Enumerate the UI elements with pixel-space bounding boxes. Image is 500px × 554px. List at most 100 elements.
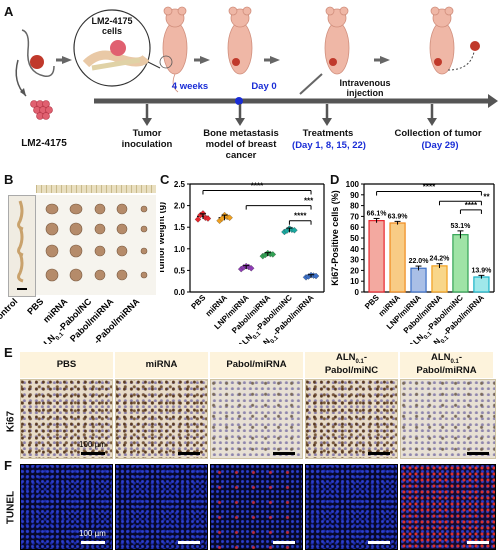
y-tick-label: 2.5 [174, 180, 186, 189]
tunel-tile-pabol-mirna [210, 464, 303, 550]
data-label: 22.0% [409, 258, 430, 265]
bar [452, 234, 469, 293]
ki67-tile-pabol-mirna [210, 379, 303, 459]
sig-label: **** [423, 183, 436, 192]
y-tick-label: 2.0 [174, 202, 186, 211]
step-treatment-days: (Day 1, 8, 15, 22) [292, 140, 366, 151]
mouse-3 [324, 6, 350, 75]
y-tick-label: 1.0 [174, 245, 186, 254]
data-point [247, 265, 255, 272]
bar [368, 220, 385, 293]
group-header: Pabol/miRNA [210, 352, 303, 378]
day0-marker [235, 97, 243, 105]
y-tick-label: 0.5 [174, 266, 186, 275]
data-label: 13.9% [471, 267, 492, 274]
tunel-tile-mirna [115, 464, 208, 550]
tunel-tile-aln-minc [305, 464, 398, 550]
data-label: 53.1% [451, 223, 472, 230]
y-axis-label: Tumor weight (g) [160, 202, 166, 274]
ki67-scale-label: 100 µm [79, 440, 106, 449]
mouse-2 [227, 6, 253, 75]
data-point [204, 215, 212, 222]
group-header: ALN0.1- Pabol/miNC [305, 352, 398, 378]
panel-b-group-labels: Control PBSmiRNAALN0.1-Pabol/NCPabol/miRN… [0, 298, 142, 344]
sig-label: **** [251, 181, 264, 190]
tunel-tile-pbs: 100 µm [20, 464, 113, 550]
tunel-scale-label: 100 µm [79, 529, 106, 538]
y-tick-label: 10 [350, 277, 359, 286]
group-header: PBS [20, 352, 113, 378]
step-bone-metastasis: Bone metastasis model of breast cancer [203, 128, 279, 161]
step-collection: Collection of tumor [394, 128, 482, 139]
panel-label-d: D [330, 172, 340, 187]
data-label: 66.1% [367, 210, 388, 217]
y-tick-label: 40 [350, 245, 359, 254]
category-label: PBS [363, 293, 381, 311]
panel-label-f: F [4, 458, 12, 473]
data-label: 24.2% [430, 256, 451, 263]
panel-label-e: E [4, 345, 13, 360]
sig-label: *** [304, 197, 314, 206]
ruler [36, 185, 156, 193]
cell-line-label: LM2-4175 [21, 138, 67, 149]
y-tick-label: 100 [346, 180, 360, 189]
ki67-tile-aln-minc [305, 379, 398, 459]
tunel-tile-aln-mirna [400, 464, 496, 550]
data-point [291, 227, 298, 234]
cells-label: LM2-4175 cells [91, 16, 133, 37]
group-label: PBS [25, 298, 45, 317]
tunel-row-label: TUNEL [5, 490, 17, 525]
bar [389, 222, 406, 293]
tunel-row-label-box: TUNEL [4, 470, 18, 550]
y-tick-label: 80 [350, 202, 359, 211]
ki67-tile-pbs: 100 µm [20, 379, 113, 459]
ki67-row-label-box: Ki67 [4, 388, 18, 460]
y-tick-label: 70 [350, 212, 359, 221]
y-axis-label: Ki67-Positive cells (%) [330, 190, 340, 286]
step-treatments: Treatments [302, 128, 354, 139]
sig-label: **** [465, 201, 478, 210]
y-tick-label: 30 [350, 256, 359, 265]
mouse-1 [162, 6, 188, 93]
y-tick-label: 20 [350, 266, 359, 275]
tumor-icon [30, 55, 44, 69]
data-point [269, 251, 277, 258]
step-tumor-inoculation: Tumor inoculation [121, 128, 173, 150]
iv-label: Intravenous injection [339, 78, 391, 99]
y-tick-label: 50 [350, 234, 359, 243]
tumor-specimens [17, 200, 148, 290]
ki67-tile-mirna [115, 379, 208, 459]
ki67-tile-aln-mirna [400, 379, 496, 459]
time-4weeks: 4 weeks [171, 81, 209, 92]
group-header: miRNA [115, 352, 208, 378]
excised-tumor-icon [470, 41, 480, 51]
y-tick-label: 0 [355, 288, 360, 297]
data-point [194, 216, 202, 223]
schematic-illustration [15, 6, 498, 126]
sig-label: ** [483, 192, 490, 201]
category-label: PBS [189, 293, 207, 311]
panel-label-a: A [4, 4, 14, 19]
bar [431, 265, 448, 293]
panel-label-b: B [4, 172, 14, 187]
cell-cluster-icon [30, 100, 53, 120]
time-day0: Day 0 [251, 81, 277, 92]
step-collection-day: (Day 29) [421, 140, 459, 151]
y-tick-label: 90 [350, 191, 359, 200]
tumor-photo [8, 185, 156, 297]
data-point [226, 214, 233, 221]
ki67-row-label: Ki67 [5, 410, 17, 433]
y-tick-label: 0.0 [174, 288, 186, 297]
group-label: Control [0, 298, 19, 326]
panel-label-c: C [160, 172, 170, 187]
syringe-icon [299, 73, 323, 95]
y-tick-label: 1.5 [174, 223, 186, 232]
sig-label: **** [294, 212, 307, 221]
bar [473, 276, 490, 293]
bar [410, 267, 427, 293]
y-tick-label: 60 [350, 223, 359, 232]
mouse-4 [429, 6, 455, 75]
group-header: ALN0.1- Pabol/miRNA [400, 352, 493, 378]
